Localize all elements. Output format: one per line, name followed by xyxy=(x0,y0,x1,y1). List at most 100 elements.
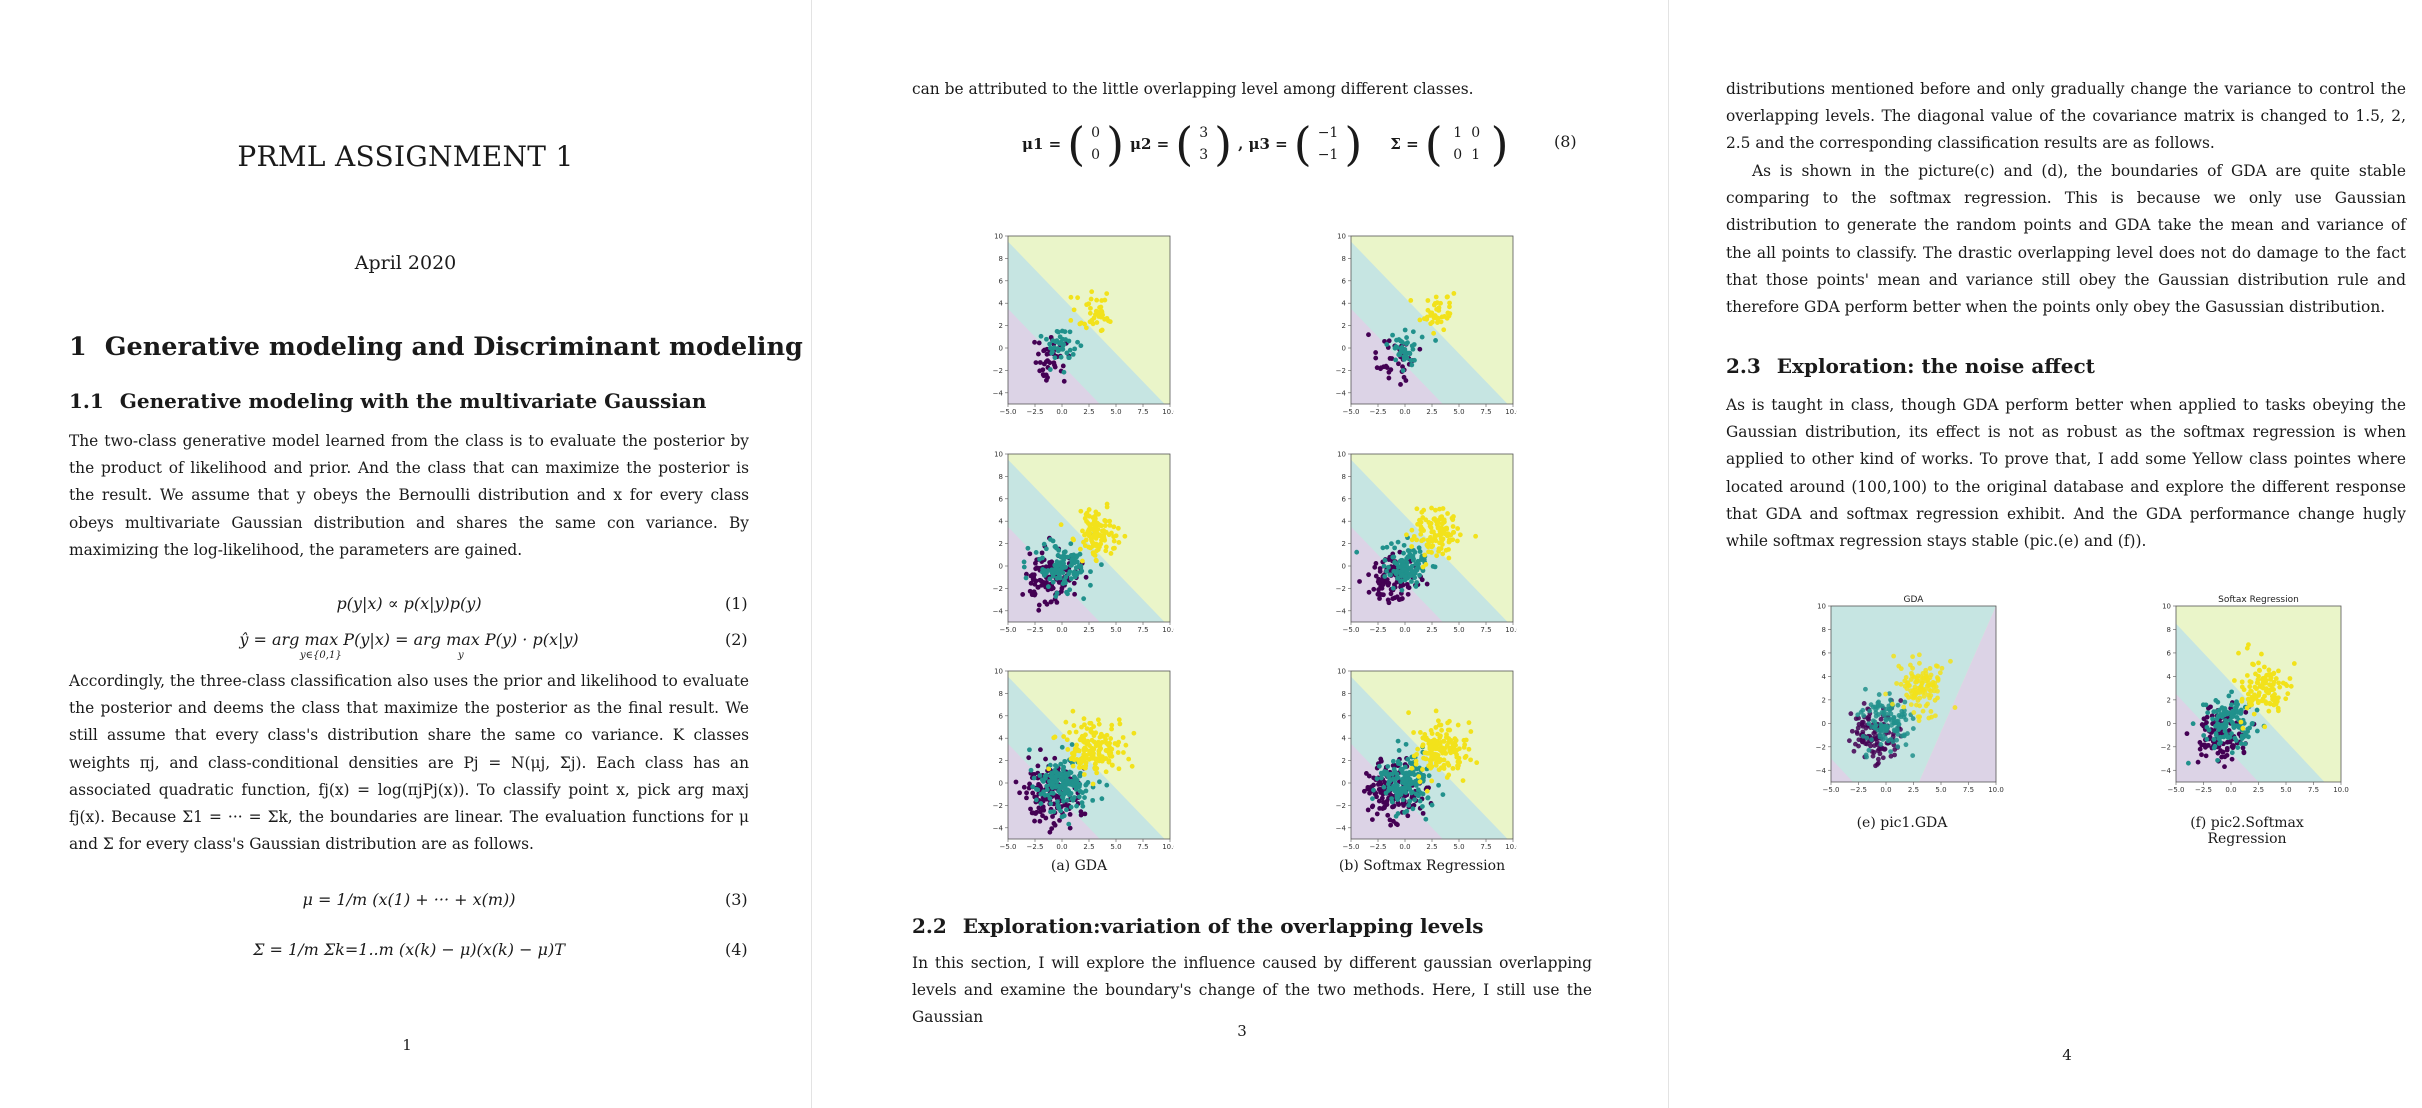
point-yellow xyxy=(1409,765,1415,771)
point-teal xyxy=(1385,764,1391,769)
point-teal xyxy=(1049,570,1055,575)
y-tick-label: 8 xyxy=(1342,473,1346,481)
point-teal xyxy=(1052,763,1058,768)
page-number: 4 xyxy=(2062,1046,2072,1064)
y-tick-label: 10 xyxy=(994,233,1003,241)
point-teal xyxy=(1073,786,1079,792)
point-purple xyxy=(1875,756,1881,762)
point-yellow xyxy=(1437,735,1443,741)
mu3-label: , μ3 = xyxy=(1238,135,1288,153)
point-teal xyxy=(1040,555,1045,561)
y-tick-label: 2 xyxy=(1342,540,1346,548)
point-purple xyxy=(1385,812,1391,818)
point-yellow xyxy=(1414,506,1420,512)
y-tick-label: 10 xyxy=(2162,603,2171,611)
point-teal xyxy=(1037,773,1043,778)
point-purple xyxy=(1405,591,1411,597)
plot-gda-2: −5.0 −2.5 0.0 2.5 5.0 7.5 10.0 10 8 6 4 2 0 −2 −4 xyxy=(984,450,1174,650)
point-yellow xyxy=(1092,515,1097,521)
y-tick-label: −4 xyxy=(993,389,1004,397)
point-teal xyxy=(1059,744,1065,750)
point-teal xyxy=(2232,705,2238,711)
point-yellow xyxy=(1099,298,1105,303)
point-teal xyxy=(1412,575,1418,581)
section-title: Generative modeling with the multivariat… xyxy=(119,389,707,413)
x-tick-label: 2.5 xyxy=(1426,408,1437,416)
point-teal xyxy=(1855,712,1861,718)
matrix-entry: 0 xyxy=(1453,147,1463,163)
point-teal xyxy=(1068,541,1074,547)
left-paren: ( xyxy=(1424,117,1443,171)
point-teal xyxy=(1030,784,1036,790)
point-teal xyxy=(1061,369,1067,375)
point-purple xyxy=(1398,382,1403,387)
point-yellow xyxy=(1092,553,1098,558)
point-purple xyxy=(1851,748,1857,754)
point-yellow xyxy=(1908,688,1914,694)
point-teal xyxy=(1414,580,1420,585)
point-teal xyxy=(1873,707,1879,712)
point-yellow xyxy=(1096,721,1102,727)
point-teal xyxy=(1894,719,1900,725)
point-yellow xyxy=(1106,758,1112,763)
point-purple xyxy=(1391,803,1397,809)
point-teal xyxy=(1426,773,1432,779)
left-paren: ( xyxy=(1175,117,1194,171)
point-yellow xyxy=(2240,725,2246,731)
point-teal xyxy=(1077,773,1083,779)
point-yellow xyxy=(1420,767,1425,772)
x-tick-label: 0.0 xyxy=(1056,626,1067,634)
point-teal xyxy=(1059,794,1065,800)
page-separator xyxy=(1668,0,1669,1108)
point-yellow xyxy=(1080,558,1085,564)
point-teal xyxy=(1382,557,1388,563)
point-yellow xyxy=(1409,537,1415,543)
point-purple xyxy=(1375,591,1381,597)
point-teal xyxy=(1053,774,1059,780)
point-purple xyxy=(1037,360,1043,365)
y-tick-label: 4 xyxy=(1822,673,1827,681)
point-yellow xyxy=(1431,529,1436,535)
point-purple xyxy=(1041,348,1047,354)
point-yellow xyxy=(1928,709,1934,714)
point-yellow xyxy=(2287,676,2293,681)
point-yellow xyxy=(1447,300,1452,306)
point-teal xyxy=(2213,732,2219,738)
y-tick-label: 10 xyxy=(1337,451,1346,459)
right-paren: ) xyxy=(1106,117,1125,171)
point-teal xyxy=(1021,564,1027,570)
y-tick-label: 10 xyxy=(1337,668,1346,676)
point-purple xyxy=(1396,361,1401,367)
x-tick-label: −5.0 xyxy=(2168,786,2185,794)
point-teal xyxy=(1059,346,1064,352)
point-yellow xyxy=(1089,289,1095,295)
point-yellow xyxy=(1466,746,1472,752)
point-teal xyxy=(1104,782,1110,788)
scatter-chart: −5.0 −2.5 0.0 2.5 5.0 7.5 10.0 10 8 6 4 2 0 −2 −4 xyxy=(993,668,1174,852)
point-teal xyxy=(2218,740,2223,745)
point-teal xyxy=(1875,700,1881,706)
plot-gda-1: −5.0 −2.5 0.0 2.5 5.0 7.5 10.0 10 8 6 4 2 0 −2 −4 xyxy=(984,232,1174,432)
page-4: distributions mentioned before and only … xyxy=(1669,0,2422,1108)
point-teal xyxy=(1888,711,1894,717)
point-yellow xyxy=(1939,665,1945,671)
point-yellow xyxy=(1097,305,1102,310)
point-yellow xyxy=(1082,321,1087,327)
point-yellow xyxy=(1914,679,1919,685)
point-yellow xyxy=(2267,701,2273,707)
point-yellow xyxy=(1474,760,1480,766)
x-tick-label: −5.0 xyxy=(1823,786,1840,794)
x-tick-label: 7.5 xyxy=(1137,626,1148,634)
point-yellow xyxy=(1916,718,1922,724)
matrix-entry: −1 xyxy=(1317,125,1339,141)
point-yellow xyxy=(1422,552,1428,558)
point-yellow xyxy=(1445,727,1451,733)
point-purple xyxy=(1388,367,1394,373)
point-yellow xyxy=(1425,537,1431,543)
point-yellow xyxy=(1952,705,1958,710)
point-purple xyxy=(1880,755,1886,761)
point-teal xyxy=(1370,796,1375,802)
point-yellow xyxy=(1908,702,1914,708)
equation-number: (3) xyxy=(725,890,748,909)
point-teal xyxy=(1033,550,1039,555)
